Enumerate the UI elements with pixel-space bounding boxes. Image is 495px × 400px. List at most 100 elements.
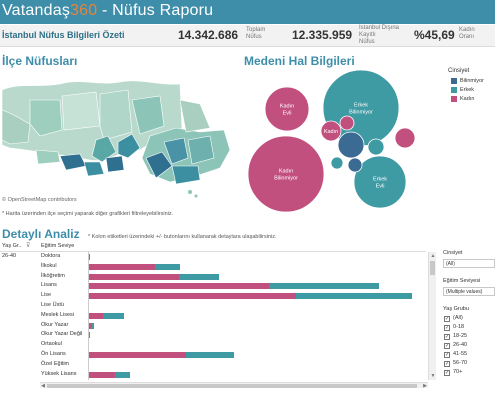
gender-legend: Cinsiyet Bilinmiyor Erkek Kadın: [448, 68, 495, 104]
table-row[interactable]: Ortaokul: [40, 340, 426, 350]
marital-bubble[interactable]: [347, 157, 363, 173]
table-row[interactable]: Okur Yazar: [40, 321, 426, 331]
checkbox-checked-icon[interactable]: ✓: [444, 334, 450, 340]
table-row[interactable]: Okur Yazar Değil: [40, 330, 426, 340]
checkbox-checked-icon[interactable]: ✓: [444, 352, 450, 358]
male-bar-segment[interactable]: [186, 352, 234, 358]
female-bar-segment[interactable]: [88, 263, 155, 270]
district-polygon[interactable]: [99, 89, 133, 141]
table-row[interactable]: Lisans: [40, 281, 426, 291]
district-polygon[interactable]: [29, 99, 63, 137]
table-row[interactable]: İlkokul: [40, 262, 426, 272]
scroll-left-icon[interactable]: ◀: [41, 383, 45, 389]
marital-bubble[interactable]: [339, 115, 355, 131]
district-map-svg[interactable]: [0, 70, 232, 208]
district-polygon[interactable]: [1, 109, 31, 145]
district-polygon[interactable]: [83, 161, 105, 177]
district-polygon[interactable]: [163, 137, 189, 165]
legend-item-female[interactable]: Kadın: [451, 95, 495, 104]
table-row[interactable]: Yüksek Lisans: [40, 370, 426, 380]
legend-swatch-unknown: [451, 78, 457, 84]
marital-bubble[interactable]: [247, 135, 325, 213]
gender-filter-dropdown[interactable]: (All): [443, 259, 495, 268]
district-polygon[interactable]: [61, 91, 101, 131]
col-header-age[interactable]: Yaş Gr..: [2, 243, 22, 249]
table-row[interactable]: Doktora: [40, 252, 426, 262]
checkbox-checked-icon[interactable]: ✓: [444, 370, 450, 376]
table-row[interactable]: Lise Üstü: [40, 301, 426, 311]
marital-bubble[interactable]: [264, 86, 310, 132]
age-filter-option[interactable]: ✓ 56-70: [443, 360, 495, 368]
bubble-label: Evli: [283, 111, 292, 117]
female-bar-segment[interactable]: [88, 322, 91, 329]
table-header-divider: [0, 251, 426, 252]
scroll-right-icon[interactable]: ▶: [423, 383, 427, 389]
district-polygon[interactable]: [117, 133, 141, 159]
female-bar-segment[interactable]: [88, 293, 296, 300]
female-bar-segment[interactable]: [88, 273, 179, 280]
scroll-thumb[interactable]: [430, 261, 435, 275]
island-shape: [188, 190, 192, 194]
district-polygon[interactable]: [171, 165, 201, 185]
female-bar-segment[interactable]: [88, 312, 103, 319]
male-bar-segment[interactable]: [115, 371, 130, 378]
checkbox-checked-icon[interactable]: ✓: [444, 361, 450, 367]
bubble-label: Kadın: [324, 129, 338, 135]
legend-item-male[interactable]: Erkek: [451, 86, 495, 95]
marital-bubble-chart[interactable]: Erkek Bilinmiyor Kadın Evli Kadın Bilinmiyor E…: [244, 68, 434, 213]
age-filter-option[interactable]: ✓ 0-18: [443, 324, 495, 332]
district-polygon[interactable]: [187, 135, 215, 165]
marital-bubble[interactable]: [394, 127, 416, 149]
female-bar-segment[interactable]: [88, 283, 269, 290]
education-filter-dropdown[interactable]: (Multiple values): [443, 287, 495, 296]
horizontal-scrollbar[interactable]: ◀ ▶: [40, 382, 428, 389]
district-polygon[interactable]: [179, 99, 211, 133]
male-bar-segment[interactable]: [91, 322, 94, 329]
gender-filter-value: (All): [446, 261, 455, 267]
district-polygon[interactable]: [35, 149, 61, 165]
table-row[interactable]: Meslek Lisesi: [40, 311, 426, 321]
district-map[interactable]: [0, 70, 232, 208]
female-ratio-label-1: Kadın: [459, 27, 475, 33]
marital-bubble[interactable]: [353, 155, 407, 209]
brand-number: 360: [70, 2, 98, 19]
district-polygon[interactable]: [91, 135, 117, 163]
female-bar-segment[interactable]: [88, 371, 115, 378]
scroll-up-icon[interactable]: ▲: [430, 253, 436, 259]
bubble-label: Erkek: [373, 177, 387, 183]
age-filter-option[interactable]: ✓ 70+: [443, 369, 495, 377]
checkbox-checked-icon[interactable]: ✓: [444, 316, 450, 322]
island-shape: [194, 194, 198, 198]
female-bar-segment[interactable]: [88, 352, 186, 358]
table-row[interactable]: Ön Lisans: [40, 350, 426, 360]
vertical-scrollbar[interactable]: ▲ ▼: [428, 252, 436, 380]
district-polygon[interactable]: [105, 155, 125, 173]
hscroll-thumb[interactable]: [47, 384, 417, 388]
marital-bubble[interactable]: [337, 131, 365, 159]
marital-bubble[interactable]: [367, 138, 385, 156]
age-filter-option-label: 18-25: [453, 333, 468, 339]
app-header: Vatandaş360 - Nüfus Raporu: [0, 0, 495, 24]
male-bar-segment[interactable]: [103, 312, 124, 319]
age-filter-option[interactable]: ✓ 41-55: [443, 351, 495, 359]
table-row[interactable]: Özel Eğitim: [40, 360, 426, 370]
scroll-down-icon[interactable]: ▼: [430, 373, 436, 379]
district-polygon[interactable]: [131, 95, 165, 135]
sort-icon[interactable]: ⊽: [26, 243, 31, 249]
male-bar-segment[interactable]: [155, 263, 180, 270]
marital-bubble[interactable]: [330, 156, 344, 170]
checkbox-checked-icon[interactable]: ✓: [444, 325, 450, 331]
male-bar-segment[interactable]: [179, 273, 219, 280]
checkbox-checked-icon[interactable]: ✓: [444, 343, 450, 349]
legend-item-unknown[interactable]: Bilinmiyor: [451, 77, 495, 86]
male-bar-segment[interactable]: [296, 293, 412, 300]
age-filter-option[interactable]: ✓ (All): [443, 315, 495, 323]
male-bar-segment[interactable]: [269, 283, 379, 290]
age-filter-option[interactable]: ✓ 26-40: [443, 342, 495, 350]
age-filter-option[interactable]: ✓ 18-25: [443, 333, 495, 341]
table-row[interactable]: İlköğretim: [40, 272, 426, 282]
table-row[interactable]: Lise: [40, 291, 426, 301]
marital-bubble[interactable]: [320, 120, 342, 142]
col-header-education[interactable]: Eğitim Seviye: [41, 243, 75, 249]
